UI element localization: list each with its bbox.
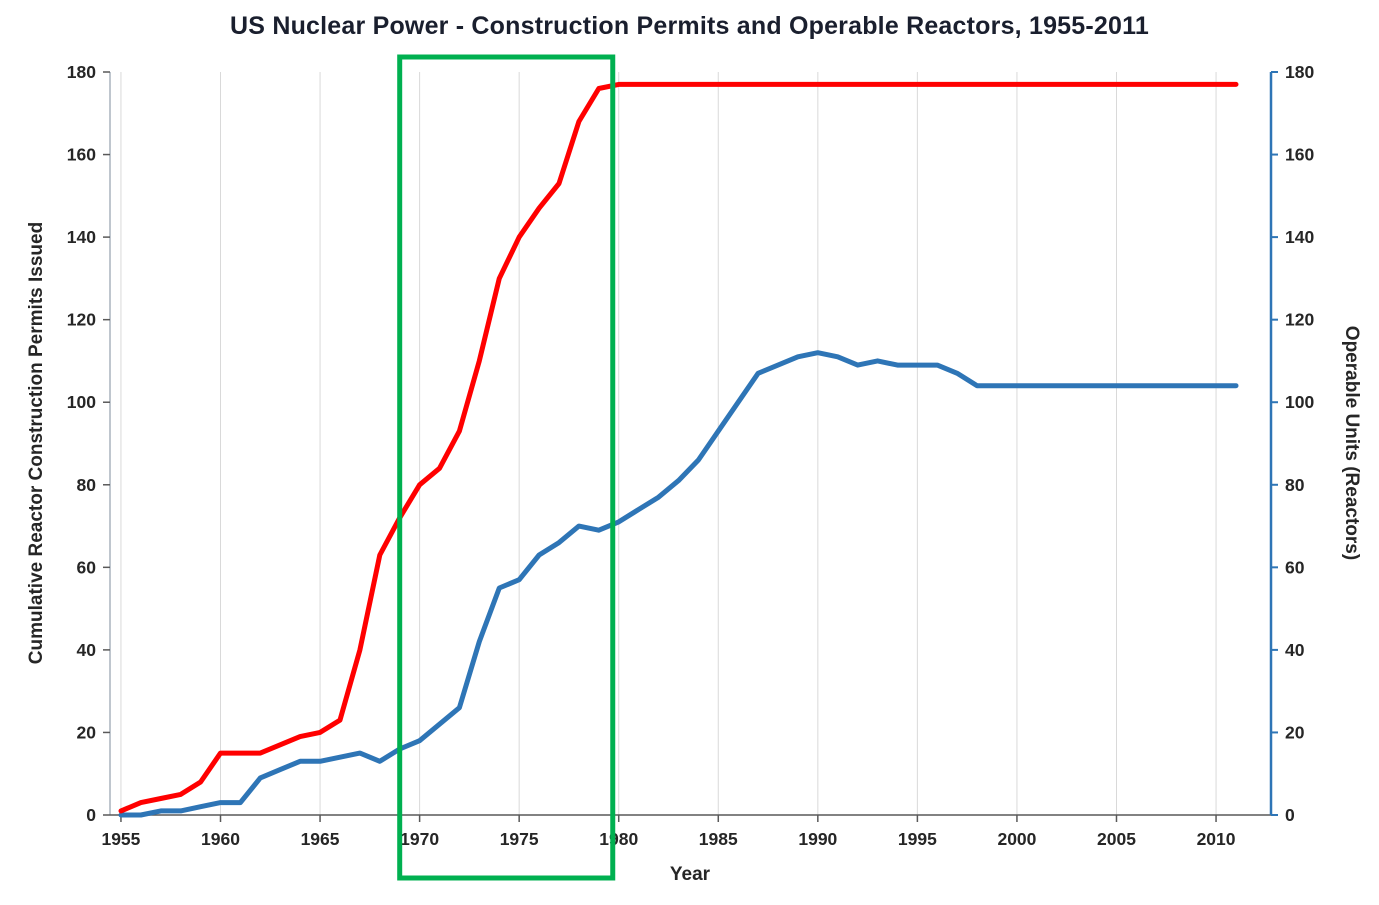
x-tick-label: 2000 [997,829,1036,849]
y-left-tick-label: 100 [67,392,96,412]
y-right-tick-label: 60 [1285,557,1305,577]
x-tick-label: 2010 [1197,829,1236,849]
y-left-tick-label: 20 [77,722,97,742]
y-axis-left-title: Cumulative Reactor Construction Permits … [26,221,47,665]
y-left-tick-label: 60 [77,557,97,577]
y-right-tick-label: 140 [1285,227,1314,247]
highlight-rect-annotation [397,54,616,881]
y-right-tick-label: 160 [1285,145,1314,165]
y-right-tick-label: 0 [1285,805,1295,825]
x-tick-label: 1985 [699,829,738,849]
x-tick-label: 1990 [798,829,837,849]
x-tick-label: 1980 [599,829,638,849]
x-tick-label: 1960 [201,829,240,849]
y-right-tick-label: 100 [1285,392,1314,412]
y-right-tick-label: 40 [1285,640,1305,660]
chart-title: US Nuclear Power - Construction Permits … [230,12,1149,40]
x-tick-label: 1975 [500,829,539,849]
y-right-tick-label: 20 [1285,722,1305,742]
x-tick-label: 1995 [898,829,937,849]
y-left-tick-label: 120 [67,310,96,330]
y-left-tick-label: 40 [77,640,97,660]
y-right-tick-label: 120 [1285,310,1314,330]
x-tick-label: 1970 [400,829,439,849]
x-tick-label: 2005 [1097,829,1136,849]
y-right-tick-label: 180 [1285,62,1314,82]
y-left-tick-label: 0 [86,805,96,825]
reactors-line-series [118,350,1239,818]
y-axis-right-title: Operable Units (Reactors) [1341,325,1362,561]
x-axis-title: Year [669,864,711,885]
x-tick-label: 1965 [301,829,340,849]
y-left-tick-label: 80 [77,475,97,495]
y-left-tick-label: 180 [67,62,96,82]
x-tick-label: 1955 [101,829,140,849]
permits-line-series [118,81,1239,814]
y-left-tick-label: 140 [67,227,96,247]
y-right-tick-label: 80 [1285,475,1305,495]
y-left-tick-label: 160 [67,145,96,165]
